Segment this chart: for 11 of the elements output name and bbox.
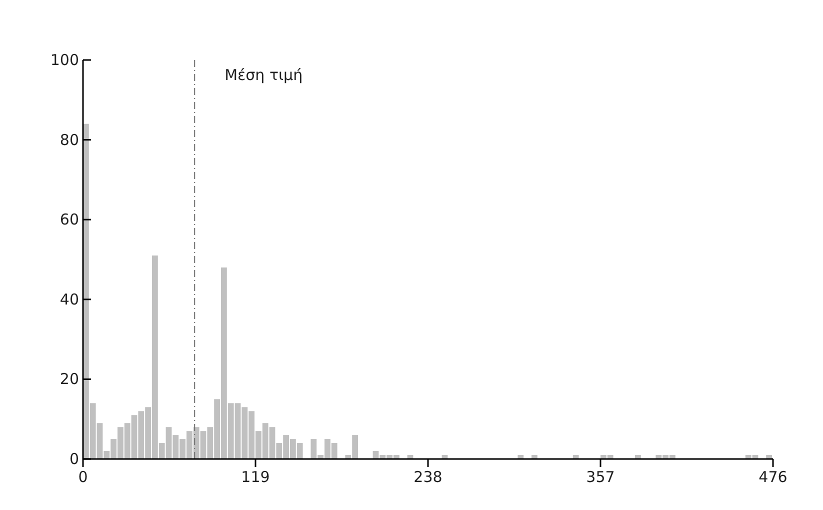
x-tick-label: 357 xyxy=(586,468,615,486)
x-tick-label: 119 xyxy=(241,468,270,486)
ref-line-label: Μέση τιμή xyxy=(224,66,303,84)
y-tick-label: 0 xyxy=(69,450,79,468)
x-tick-label: 476 xyxy=(758,468,788,486)
x-tick-label: 238 xyxy=(414,468,442,486)
y-tick-label: 60 xyxy=(60,210,79,229)
y-tick-label: 100 xyxy=(50,51,79,69)
y-tick-label: 40 xyxy=(60,290,79,308)
y-tick-label: 20 xyxy=(60,370,79,388)
y-tick-label: 80 xyxy=(60,130,79,149)
